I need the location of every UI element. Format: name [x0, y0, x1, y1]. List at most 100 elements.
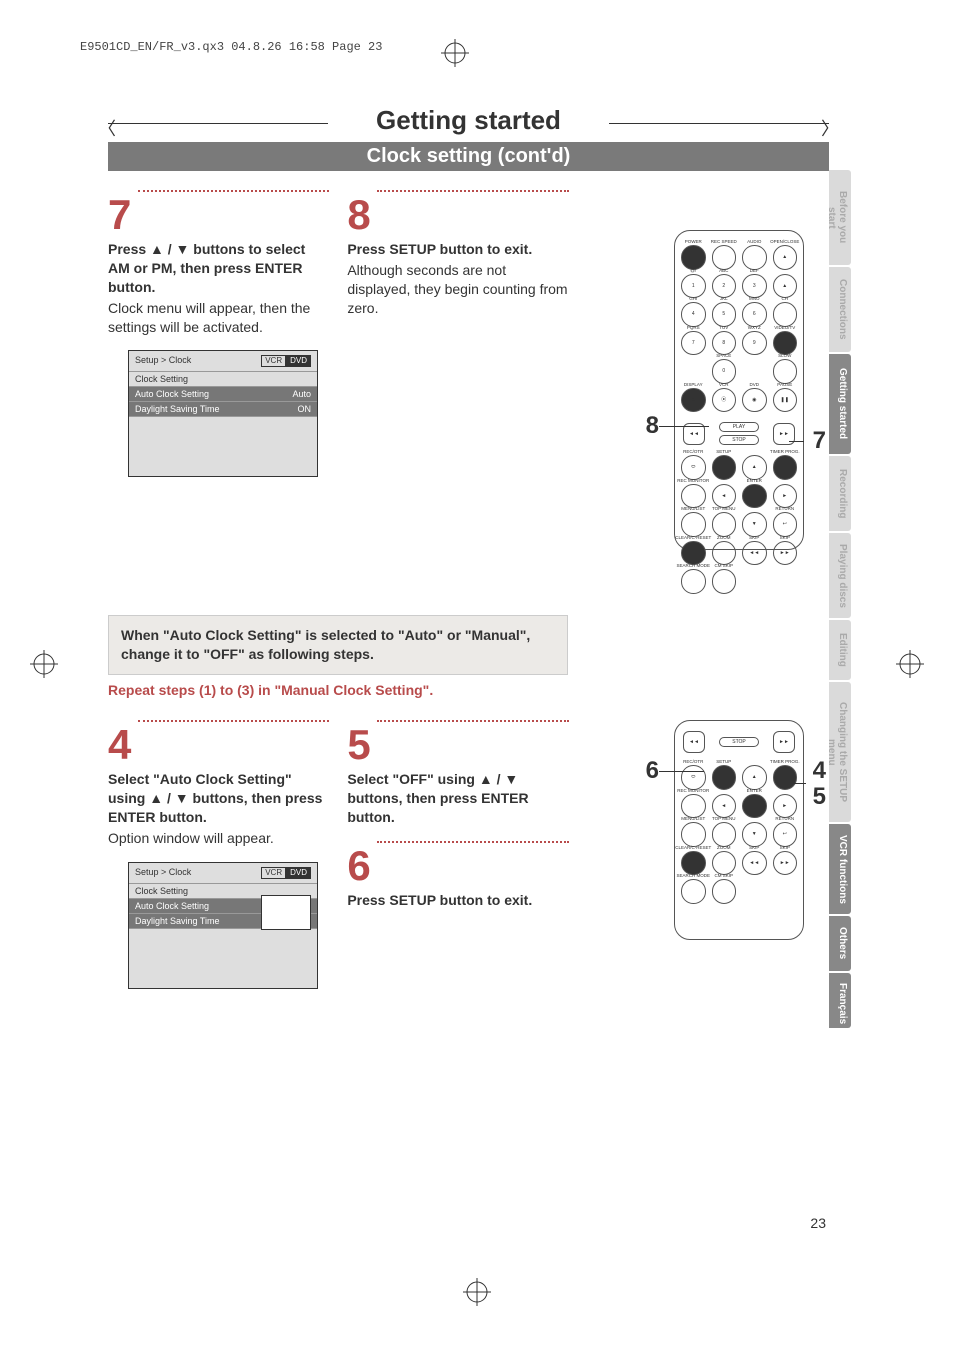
remote-btn-ch: CH — [773, 302, 798, 327]
step-heading: Press SETUP button to exit. — [347, 891, 568, 910]
step-number: 8 — [347, 194, 568, 236]
remote-btn-videotv: VIDEO/TV — [773, 331, 798, 356]
remote-btn-cmskip: CM SKIP — [712, 879, 737, 904]
remote-btn-menulist: MENU/LIST — [681, 822, 706, 847]
osd-screenshot-2: Setup > Clock VCRDVD Clock Setting Auto … — [128, 862, 318, 989]
section-subtitle: Clock setting (cont'd) — [108, 142, 829, 171]
callout-4: 4 — [813, 757, 826, 785]
note-box: When "Auto Clock Setting" is selected to… — [108, 615, 568, 675]
remote-btn-openclose: OPEN/CLOSE▲ — [773, 245, 798, 270]
callout-8: 8 — [646, 412, 659, 440]
osd-row: Auto Clock Setting OFF Auto Manual — [129, 898, 317, 913]
osd-row: Clock Setting — [129, 371, 317, 386]
remote-btn-return: RETURN↩ — [773, 822, 798, 847]
remote-btn-clear: CLEAR/C-RESET — [681, 851, 706, 876]
print-header: E9501CD_EN/FR_v3.qx3 04.8.26 16:58 Page … — [80, 40, 382, 54]
page-number: 23 — [810, 1215, 826, 1231]
remote-btn-up: ▲ — [742, 455, 767, 480]
remote-control-bottom: ◄◄ STOP ►► REC/OTR⬭ SETUP ▲ TIMER PROG. … — [674, 720, 804, 940]
remote-btn-topmenu: TOP MENU — [712, 512, 737, 537]
registration-mark-top — [440, 38, 470, 68]
osd-row: Daylight Saving TimeON — [129, 401, 317, 416]
step-heading: Select "OFF" using ▲ / ▼ buttons, then p… — [347, 770, 568, 827]
osd-tag: VCR — [261, 867, 286, 879]
osd-popup: OFF Auto Manual — [261, 895, 311, 930]
step-8: 8 Press SETUP button to exit. Although s… — [347, 190, 568, 477]
page-title: Getting started — [366, 105, 571, 136]
remote-btn-down: ▼ — [742, 822, 767, 847]
remote-btn-zoom: ZOOM — [712, 851, 737, 876]
remote-btn-recotr: REC/OTR⬭ — [681, 765, 706, 790]
osd-breadcrumb: Setup > Clock — [135, 867, 191, 879]
osd-tags: VCRDVD — [261, 355, 311, 367]
step-7: 7 Press ▲ / ▼ buttons to select AM or PM… — [108, 190, 329, 477]
side-tab: Playing discs — [829, 533, 851, 618]
page-title-bracket: 〈 Getting started 〉 — [108, 105, 829, 136]
remote-btn-8: TUV8 — [712, 331, 737, 356]
step-heading: Select "Auto Clock Setting" using ▲ / ▼ … — [108, 770, 329, 827]
remote-btn-clear: CLEAR/C-RESET — [681, 541, 706, 566]
remote-btn-rew: ◄◄ — [683, 731, 705, 753]
osd-tag: VCR — [261, 355, 286, 367]
remote-btn-ff: ►► — [773, 731, 795, 753]
remote-btn-1: @!1 — [681, 274, 706, 299]
remote-btn-up: ▲ — [742, 765, 767, 790]
chevron-left-icon: 〈 — [98, 115, 116, 141]
side-tab: Editing — [829, 620, 851, 680]
side-tab: Getting started — [829, 354, 851, 454]
remote-btn-dvd: DVD◉ — [742, 388, 767, 413]
remote-btn-recmonitor: REC MONITOR — [681, 794, 706, 819]
remote-btn-menulist: MENU/LIST — [681, 512, 706, 537]
remote-btn-searchmode: SEARCH MODE — [681, 569, 706, 594]
remote-btn-stop: STOP — [719, 737, 759, 747]
side-nav-tabs: Before you startConnectionsGetting start… — [829, 170, 851, 1030]
remote-btn-slow: SLOW — [773, 359, 798, 384]
side-tab: Changing the SETUP menu — [829, 682, 851, 822]
remote-btn-display: DISPLAY■ — [681, 388, 706, 413]
callout-6: 6 — [646, 757, 659, 785]
step-number: 4 — [108, 724, 329, 766]
side-tab: Before you start — [829, 170, 851, 265]
remote-btn-recotr: REC/OTR⬭ — [681, 455, 706, 480]
remote-btn-vcr: VCR⦿ — [712, 388, 737, 413]
registration-mark-right — [896, 650, 924, 683]
remote-btn-return: RETURN↩ — [773, 512, 798, 537]
remote-control-top: POWER REC SPEED AUDIO OPEN/CLOSE▲ @!1 AB… — [674, 230, 804, 550]
remote-btn-skip-fwd: SKIP►► — [773, 851, 798, 876]
remote-btn-play-stop: PLAY STOP — [719, 422, 759, 445]
osd-breadcrumb: Setup > Clock — [135, 355, 191, 367]
step-heading: Press ▲ / ▼ buttons to select AM or PM, … — [108, 240, 329, 297]
remote-btn-2: ABC2 — [712, 274, 737, 299]
step-5-6: 5 Select "OFF" using ▲ / ▼ buttons, then… — [347, 720, 568, 989]
step-heading: Press SETUP button to exit. — [347, 240, 568, 259]
remote-btn-0: SPACE0 — [712, 359, 737, 384]
callout-5: 5 — [813, 783, 826, 811]
remote-btn-left: ◄ — [712, 484, 737, 509]
remote-btn-zoom: ZOOM — [712, 541, 737, 566]
registration-mark-left — [30, 650, 58, 683]
osd-tags: VCRDVD — [261, 867, 311, 879]
remote-btn-enter: ENTER — [742, 794, 767, 819]
step-body: Although seconds are not displayed, they… — [347, 261, 568, 318]
remote-btn-setup: SETUP — [712, 455, 737, 480]
repeat-instruction: Repeat steps (1) to (3) in "Manual Clock… — [108, 682, 433, 698]
remote-btn-searchmode: SEARCH MODE — [681, 879, 706, 904]
remote-btn-4: GHI4 — [681, 302, 706, 327]
step-4: 4 Select "Auto Clock Setting" using ▲ / … — [108, 720, 329, 989]
side-tab: Connections — [829, 267, 851, 352]
remote-btn-enter: ENTER — [742, 484, 767, 509]
remote-btn-3: DEF3 — [742, 274, 767, 299]
step-body: Clock menu will appear, then the setting… — [108, 299, 329, 337]
remote-btn-6: MNO6 — [742, 302, 767, 327]
step-number: 5 — [347, 724, 568, 766]
remote-btn-power: POWER — [681, 245, 706, 270]
callout-7: 7 — [813, 427, 826, 455]
remote-btn-right: ► — [773, 484, 798, 509]
registration-mark-bottom — [463, 1278, 491, 1311]
side-tab: VCR functions — [829, 824, 851, 914]
remote-btn-ch-up: ▲ — [773, 274, 798, 299]
remote-btn-timerprog: TIMER PROG. — [773, 455, 798, 480]
remote-btn-recmonitor: REC MONITOR — [681, 484, 706, 509]
remote-btn-skip-back: SKIP◄◄ — [742, 541, 767, 566]
remote-btn-left: ◄ — [712, 794, 737, 819]
